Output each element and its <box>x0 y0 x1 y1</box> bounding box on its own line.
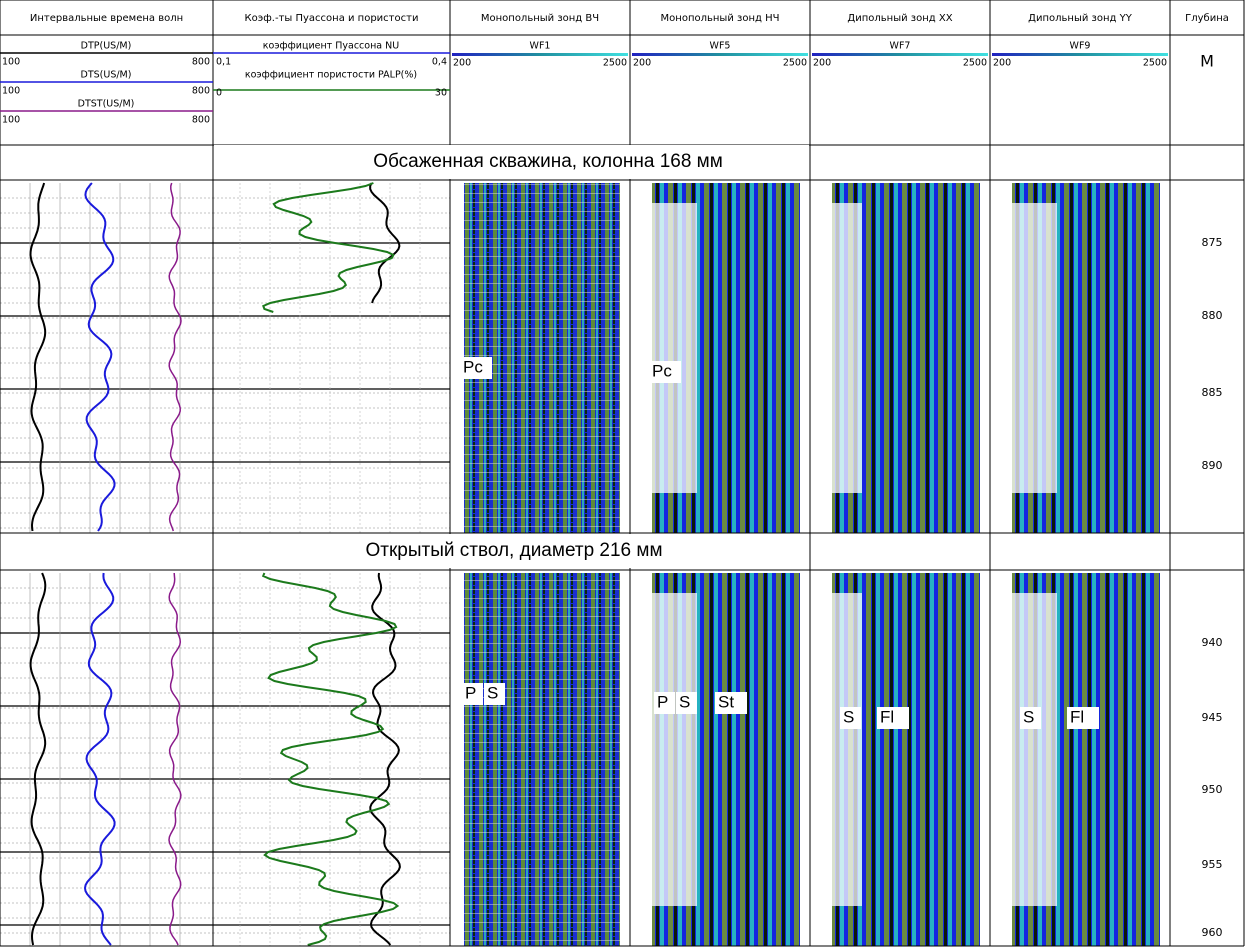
scale-max: 800 <box>192 57 210 68</box>
column-title: Монопольный зонд НЧ <box>661 13 780 24</box>
depth-label: 890 <box>1202 459 1223 472</box>
column-title: Дипольный зонд XX <box>847 13 952 24</box>
wave-label-bg <box>654 692 675 714</box>
dts-curve <box>83 572 116 946</box>
waveform-gap <box>832 203 862 493</box>
dtp-curve <box>29 572 47 946</box>
wave-label-bg <box>715 692 747 714</box>
section-bg <box>214 145 809 179</box>
wave-label: S <box>843 707 854 726</box>
curve-name: DTS(US/M) <box>81 70 132 81</box>
waveform-gap <box>832 593 862 906</box>
waveform-panel <box>464 573 620 946</box>
wave-label: S <box>679 692 690 711</box>
dts-curve <box>84 182 116 532</box>
wave-name: WF5 <box>710 41 731 52</box>
scale-min: 0,1 <box>216 57 231 68</box>
column-title: Дипольный зонд YY <box>1028 13 1133 24</box>
scale-min: 100 <box>2 115 20 126</box>
depth-label: 950 <box>1202 783 1223 796</box>
scale-max: 2500 <box>783 58 807 69</box>
wave-label: P <box>657 692 668 711</box>
column-title: Интервальные времена волн <box>30 13 183 24</box>
wave-line <box>632 53 808 56</box>
scale-min: 200 <box>453 58 471 69</box>
wave-label-bg <box>460 357 492 379</box>
scale-max: 2500 <box>1143 58 1167 69</box>
scale-max: 30 <box>435 88 447 99</box>
scale-min: 200 <box>813 58 831 69</box>
depth-label: 880 <box>1202 309 1223 322</box>
wave-label-bg <box>484 683 505 705</box>
wave-label-bg <box>877 707 909 729</box>
wave-label: P <box>465 683 476 702</box>
dtst-curve <box>168 572 182 946</box>
depth-label: 875 <box>1202 236 1223 249</box>
wave-label-bg <box>1067 707 1099 729</box>
nu-curve <box>369 182 401 304</box>
scale-min: 200 <box>633 58 651 69</box>
scale-max: 0,4 <box>432 57 447 68</box>
wave-label-bg <box>1020 707 1041 729</box>
nu-curve <box>369 572 401 946</box>
wave-label: Pc <box>652 361 672 380</box>
wave-label: St <box>718 692 734 711</box>
column-title: Коэф.-ты Пуассона и пористости <box>245 13 419 24</box>
wave-label-bg <box>462 683 483 705</box>
wave-label: Fl <box>1070 707 1084 726</box>
column-title: Монопольный зонд ВЧ <box>481 13 599 24</box>
wave-label-bg <box>676 692 697 714</box>
palp-curve <box>262 182 395 313</box>
depth-label: 955 <box>1202 858 1223 871</box>
scale-min: 200 <box>993 58 1011 69</box>
wave-line <box>992 53 1168 56</box>
curve-name: DTP(US/M) <box>81 41 132 52</box>
curve-name: DTST(US/M) <box>78 99 135 110</box>
section-title: Обсаженная скважина, колонна 168 мм <box>373 151 723 172</box>
scale-max: 800 <box>192 86 210 97</box>
curve-name: коэффициент Пуассона NU <box>263 41 399 52</box>
waveform-gap <box>1012 203 1057 493</box>
scale-min: 0 <box>216 88 222 99</box>
wave-label: S <box>487 683 498 702</box>
wave-label: S <box>1023 707 1034 726</box>
section-bg <box>214 534 809 568</box>
column-title: Глубина <box>1185 13 1229 24</box>
scale-min: 100 <box>2 86 20 97</box>
wave-label: Fl <box>880 707 894 726</box>
scale-min: 100 <box>2 57 20 68</box>
scale-max: 2500 <box>603 58 627 69</box>
wave-name: WF9 <box>1070 41 1091 52</box>
scale-max: 2500 <box>963 58 987 69</box>
wave-line <box>452 53 628 56</box>
section-title: Открытый ствол, диаметр 216 мм <box>365 540 662 561</box>
wave-label: Pc <box>463 357 483 376</box>
scale-max: 800 <box>192 115 210 126</box>
dtp-curve <box>29 182 47 532</box>
palp-curve <box>261 572 400 946</box>
depth-label: 960 <box>1202 926 1223 939</box>
waveform-gap <box>652 593 697 906</box>
depth-label: 940 <box>1202 636 1223 649</box>
depth-unit: М <box>1200 52 1214 71</box>
waveform-gap <box>1012 593 1057 906</box>
depth-label: 945 <box>1202 711 1223 724</box>
wave-label-bg <box>840 707 861 729</box>
wave-name: WF7 <box>890 41 911 52</box>
depth-label: 885 <box>1202 386 1223 399</box>
waveform-gap <box>652 203 697 493</box>
dtst-curve <box>168 182 182 532</box>
wave-name: WF1 <box>530 41 551 52</box>
wave-label-bg <box>649 361 681 383</box>
curve-name: коэффициент пористости PALP(%) <box>245 70 417 81</box>
wave-line <box>812 53 988 56</box>
